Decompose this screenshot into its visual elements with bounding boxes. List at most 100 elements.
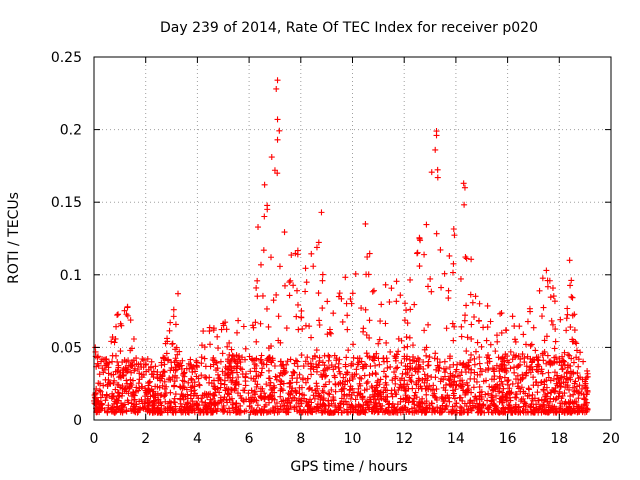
x-tick-label: 14: [447, 431, 465, 447]
data-point: [464, 361, 471, 368]
data-point: [471, 355, 478, 362]
data-point: [95, 353, 102, 360]
data-point: [451, 403, 458, 410]
data-point: [404, 363, 411, 370]
data-point: [291, 394, 298, 401]
data-point: [187, 403, 194, 410]
data-point: [549, 285, 556, 292]
data-point: [428, 169, 435, 176]
data-point: [499, 355, 506, 362]
data-point: [100, 356, 107, 363]
data-point: [429, 409, 436, 416]
data-point: [450, 225, 457, 232]
data-point: [240, 387, 247, 394]
data-point: [286, 292, 293, 299]
data-point: [380, 368, 387, 375]
x-tick-label: 18: [550, 431, 568, 447]
data-point: [265, 355, 272, 362]
data-point: [487, 318, 494, 325]
data-point: [501, 374, 508, 381]
data-point: [191, 387, 198, 394]
data-point: [91, 392, 98, 399]
data-point: [512, 338, 519, 345]
data-point: [569, 312, 576, 319]
data-point: [356, 374, 363, 381]
data-point: [564, 311, 571, 318]
data-point: [223, 326, 230, 333]
data-point: [392, 380, 399, 387]
data-point: [200, 409, 207, 416]
data-point: [285, 395, 292, 402]
data-point: [419, 400, 426, 407]
data-point: [291, 406, 298, 413]
x-tick-label: 12: [395, 431, 413, 447]
data-point: [149, 371, 156, 378]
data-point: [97, 394, 104, 401]
data-point: [545, 409, 552, 416]
data-point: [158, 402, 165, 409]
data-point: [281, 365, 288, 372]
data-point: [272, 373, 279, 380]
data-point: [360, 401, 367, 408]
data-point: [559, 365, 566, 372]
data-point: [273, 291, 280, 298]
data-point: [184, 409, 191, 416]
data-point: [325, 397, 332, 404]
data-point: [403, 353, 410, 360]
data-point: [544, 390, 551, 397]
data-point: [342, 398, 349, 405]
data-point: [362, 220, 369, 227]
data-point: [210, 354, 217, 361]
data-point: [313, 390, 320, 397]
data-point: [506, 385, 513, 392]
data-point: [220, 402, 227, 409]
data-point: [559, 392, 566, 399]
data-point: [206, 328, 213, 335]
data-point: [432, 146, 439, 153]
data-point: [512, 394, 519, 401]
data-point: [178, 365, 185, 372]
data-point: [294, 247, 301, 254]
data-point: [320, 389, 327, 396]
data-point: [485, 390, 492, 397]
data-point: [515, 380, 522, 387]
data-point: [391, 369, 398, 376]
data-point: [382, 320, 389, 327]
data-point: [423, 404, 430, 411]
data-point: [426, 354, 433, 361]
data-point: [523, 363, 530, 370]
data-point: [114, 312, 121, 319]
x-tick-label: 16: [499, 431, 517, 447]
data-point: [347, 295, 354, 302]
data-point: [313, 380, 320, 387]
data-point: [484, 397, 491, 404]
data-point: [325, 357, 332, 364]
data-point: [524, 318, 531, 325]
data-point: [498, 329, 505, 336]
data-point: [103, 392, 110, 399]
data-point: [557, 400, 564, 407]
data-point: [521, 399, 528, 406]
data-point: [373, 403, 380, 410]
data-point: [263, 361, 270, 368]
data-point: [409, 385, 416, 392]
data-point: [129, 358, 136, 365]
data-point: [575, 403, 582, 410]
data-point: [550, 375, 557, 382]
data-point: [175, 290, 182, 297]
data-point: [360, 325, 367, 332]
data-point: [364, 404, 371, 411]
data-point: [129, 377, 136, 384]
data-point: [198, 354, 205, 361]
data-point: [563, 369, 570, 376]
data-point: [228, 346, 235, 353]
data-point: [549, 387, 556, 394]
data-point: [117, 384, 124, 391]
data-point: [145, 380, 152, 387]
data-point: [169, 374, 176, 381]
data-point: [290, 368, 297, 375]
data-point: [468, 389, 475, 396]
data-point: [541, 337, 548, 344]
data-point: [118, 406, 125, 413]
data-point: [195, 395, 202, 402]
